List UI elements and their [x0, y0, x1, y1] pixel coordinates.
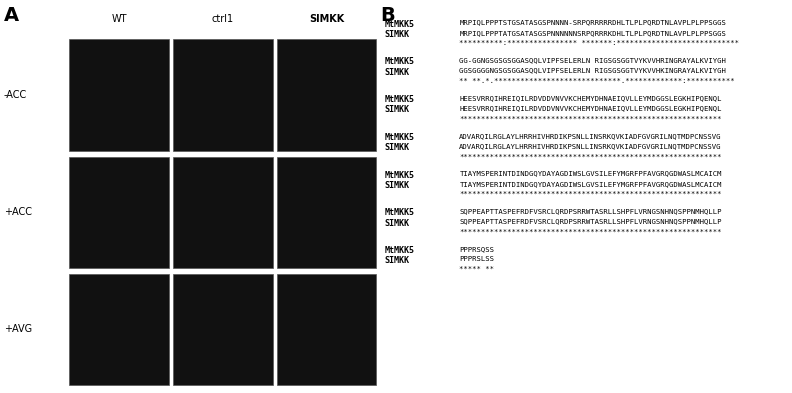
Text: ************************************************************: ****************************************…	[459, 153, 722, 159]
Text: GG-GGNGSGSGSGGASQQLVIPFSELERLN RIGSGSGGTVYKVVHRINGRAYALKVIYGH: GG-GGNGSGSGSGGASQQLVIPFSELERLN RIGSGSGGT…	[459, 57, 726, 63]
Text: A: A	[4, 6, 19, 25]
Text: MtMKK5: MtMKK5	[385, 95, 414, 104]
Text: +ACC: +ACC	[4, 207, 32, 217]
Text: MtMKK5: MtMKK5	[385, 208, 414, 217]
Bar	[69, 39, 169, 151]
Text: B: B	[380, 6, 395, 25]
Text: ADVARQILRGLAYLHRRHIVHRDIKPSNLLINSRKQVKIADFGVGRILNQTMDPCNSSVG: ADVARQILRGLAYLHRRHIVHRDIKPSNLLINSRKQVKIA…	[459, 143, 722, 149]
Text: MtMKK5: MtMKK5	[385, 57, 414, 66]
Text: SIMKK: SIMKK	[385, 143, 409, 152]
Text: SIMKK: SIMKK	[309, 14, 345, 24]
Bar	[173, 274, 272, 385]
Text: MtMKK5: MtMKK5	[385, 133, 414, 142]
Text: ************************************************************: ****************************************…	[459, 229, 722, 235]
Text: ************************************************************: ****************************************…	[459, 191, 722, 197]
Text: PPPRSQSS: PPPRSQSS	[459, 246, 494, 252]
Text: PPPRSLSS: PPPRSLSS	[459, 256, 494, 262]
Text: SIMKK: SIMKK	[385, 105, 409, 114]
Text: MtMKK5: MtMKK5	[385, 171, 414, 180]
Bar	[69, 274, 169, 385]
Text: WT: WT	[112, 14, 127, 24]
Text: +AVG: +AVG	[4, 325, 32, 334]
Text: SQPPEAPTTASPEFRDFVSRCLQRDPSRRWTASRLLSHPFLVRNGSNHNQSPPNMHQLLP: SQPPEAPTTASPEFRDFVSRCLQRDPSRRWTASRLLSHPF…	[459, 208, 722, 214]
Text: SQPPEAPTTASPEFRDFVSRCLQRDPSRRWTASRLLSHPFLVRNGSNHNQSPPNMHQLLP: SQPPEAPTTASPEFRDFVSRCLQRDPSRRWTASRLLSHPF…	[459, 219, 722, 224]
Text: TIAYMSPERINTDINDGQYDAYAGDIWSLGVSILEFYMGRFPFAVGRQGDWASLMCAICM: TIAYMSPERINTDINDGQYDAYAGDIWSLGVSILEFYMGR…	[459, 171, 722, 176]
Text: SIMKK: SIMKK	[385, 68, 409, 77]
Text: MtMKK5: MtMKK5	[385, 20, 414, 29]
Text: ** **.*.*****************************.*************:***********: ** **.*.*****************************.**…	[459, 78, 735, 84]
Text: MtMKK5: MtMKK5	[385, 246, 414, 255]
Text: TIAYMSPERINTDINDGQYDAYAGDIWSLGVSILEFYMGRFPFAVGRQGDWASLMCAICM: TIAYMSPERINTDINDGQYDAYAGDIWSLGVSILEFYMGR…	[459, 181, 722, 187]
Bar	[276, 156, 376, 268]
Text: GGSGGGGNGSGSGGASQQLVIPFSELERLN RIGSGSGGTVYKVVHKINGRAYALKVIYGH: GGSGGGGNGSGSGGASQQLVIPFSELERLN RIGSGSGGT…	[459, 68, 726, 73]
Text: MRPIQLPPPTATGSATASGSPNNNNNNSRPQRRRKDHLTLPLPQRDTNLAVPLPLPPSGGS: MRPIQLPPPTATGSATASGSPNNNNNNSRPQRRRKDHLTL…	[459, 30, 726, 36]
Text: SIMKK: SIMKK	[385, 219, 409, 228]
Text: **********:**************** *******:****************************: **********:**************** *******:****…	[459, 40, 740, 46]
Bar	[276, 274, 376, 385]
Text: MRPIQLPPPTSTGSATASGSPNNNN-SRPQRRRRRDHLTLPLPQRDTNLAVPLPLPPSGGS: MRPIQLPPPTSTGSATASGSPNNNN-SRPQRRRRRDHLTL…	[459, 20, 726, 26]
Text: -ACC: -ACC	[4, 90, 27, 100]
Bar	[69, 156, 169, 268]
Text: ADVARQILRGLAYLHRRHIVHRDIKPSNLLINSRKQVKIADFGVGRILNQTMDPCNSSVG: ADVARQILRGLAYLHRRHIVHRDIKPSNLLINSRKQVKIA…	[459, 133, 722, 139]
Text: HEESVRRQIHREIQILRDVDDVNVVKCHEMYDHNAEIQVLLEYMDGGSLEGKHIPQENQL: HEESVRRQIHREIQILRDVDDVNVVKCHEMYDHNAEIQVL…	[459, 95, 722, 101]
Text: ***** **: ***** **	[459, 266, 494, 272]
Text: SIMKK: SIMKK	[385, 181, 409, 190]
Bar	[173, 39, 272, 151]
Text: SIMKK: SIMKK	[385, 256, 409, 265]
Text: ************************************************************: ****************************************…	[459, 116, 722, 121]
Bar	[276, 39, 376, 151]
Bar	[173, 156, 272, 268]
Text: ctrl1: ctrl1	[211, 14, 234, 24]
Text: HEESVRRQIHREIQILRDVDDVNVVKCHEMYDHNAEIQVLLEYMDGGSLEGKHIPQENQL: HEESVRRQIHREIQILRDVDDVNVVKCHEMYDHNAEIQVL…	[459, 105, 722, 111]
Text: SIMKK: SIMKK	[385, 30, 409, 39]
